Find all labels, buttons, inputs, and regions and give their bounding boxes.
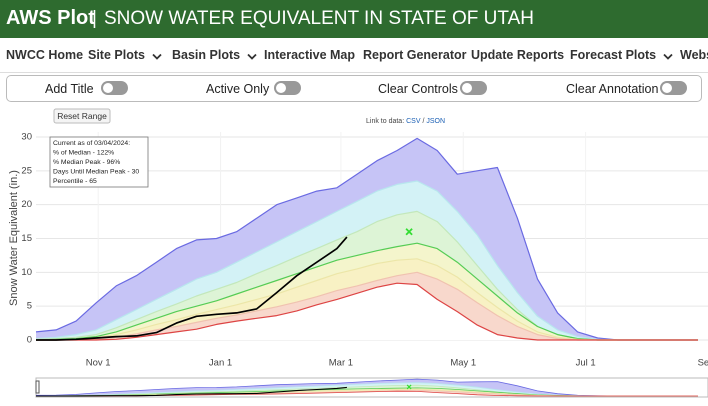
x-tick-label: Jul 1 [576, 358, 596, 369]
x-tick-label: May 1 [450, 358, 476, 369]
range-slider [35, 377, 708, 398]
nav-item[interactable]: Forecast Plots [570, 48, 657, 62]
toggle-bar: Add Title Active Only Clear Controls Clear … [6, 75, 702, 102]
toggle-label: Active Only [206, 82, 270, 96]
annotation-line: Current as of 03/04/2024: [53, 140, 130, 147]
toggle-knob [103, 83, 113, 93]
x-tick-label: Sep 1 [698, 358, 708, 369]
link-separator: / [422, 118, 424, 125]
y-tick-label: 30 [21, 132, 32, 143]
toggle-label: Add Title [45, 82, 94, 96]
y-tick-label: 0 [27, 335, 32, 346]
median-peak-marker [405, 228, 413, 236]
toggle-switch[interactable] [101, 81, 128, 95]
page-subtitle: SNOW WATER EQUIVALENT IN STATE OF UTAH [104, 8, 534, 29]
toggle-switch[interactable] [274, 81, 301, 95]
app-title: AWS Plot [6, 7, 95, 29]
x-tick-label: Jan 1 [209, 358, 232, 369]
json-link[interactable]: JSON [426, 118, 445, 125]
y-tick-label: 15 [21, 233, 32, 244]
toggle-switch[interactable] [460, 81, 487, 95]
toggle-switch[interactable] [660, 81, 687, 95]
nav-item[interactable]: Basin Plots [172, 48, 241, 62]
nav-item[interactable]: Site Plots [88, 48, 145, 62]
link-prefix: Link to data: [366, 118, 404, 125]
band-area [36, 283, 698, 340]
series-line [35, 137, 698, 341]
nav-item[interactable]: Interactive Map [264, 48, 356, 62]
y-tick-label: 20 [21, 199, 32, 210]
y-tick-label: 5 [27, 301, 32, 312]
dropdown-caret[interactable] [663, 53, 673, 61]
x-tick-label: Nov 1 [86, 358, 111, 369]
nav-item[interactable]: Websites [680, 48, 708, 62]
median-peak-marker-mini [406, 384, 412, 390]
nav-bar: NWCC Home Site Plots Basin Plots Interactiv… [0, 38, 708, 73]
dropdown-caret[interactable] [152, 53, 162, 61]
y-axis-label: Snow Water Equivalent (in.) [8, 170, 20, 306]
plot: Reset Range Link to data: CSV / JSON 0 5 10… [8, 108, 708, 398]
band-area-mini [36, 391, 698, 396]
series-line-mini [36, 386, 347, 397]
y-tick-label: 10 [21, 267, 32, 278]
nav-item[interactable]: Report Generator [363, 48, 467, 62]
nav-item[interactable]: Update Reports [471, 48, 565, 62]
csv-link[interactable]: CSV [406, 118, 421, 125]
series-line [36, 282, 698, 341]
annotation-line: Percentile - 65 [53, 178, 97, 185]
annotation-box [49, 136, 149, 188]
annotation-line: Days Until Median Peak - 30 [53, 168, 139, 175]
y-tick-label: 25 [21, 165, 32, 176]
toggle-knob [462, 83, 472, 93]
header: AWS Plot | SNOW WATER EQUIVALENT IN STAT… [0, 0, 708, 38]
dropdown-caret[interactable] [247, 53, 257, 61]
nav-item[interactable]: NWCC Home [6, 48, 84, 62]
toggle-label: Clear Annotation [566, 82, 659, 96]
series-line [35, 180, 698, 341]
annotation-line: % of Median - 122% [53, 149, 114, 156]
series-line [36, 236, 348, 341]
toggle-label: Clear Controls [378, 82, 458, 96]
toggle-knob [662, 83, 672, 93]
range-slider-handle[interactable] [35, 380, 40, 394]
data-link-text: Link to data: CSV / JSON [366, 118, 445, 125]
annotation-line: % Median Peak - 96% [53, 159, 120, 166]
reset-range-label: Reset Range [57, 111, 107, 121]
reset-range-button[interactable] [53, 108, 111, 124]
toggle-knob [276, 83, 286, 93]
x-tick-label: Mar 1 [329, 358, 353, 369]
title-separator: | [92, 8, 97, 29]
